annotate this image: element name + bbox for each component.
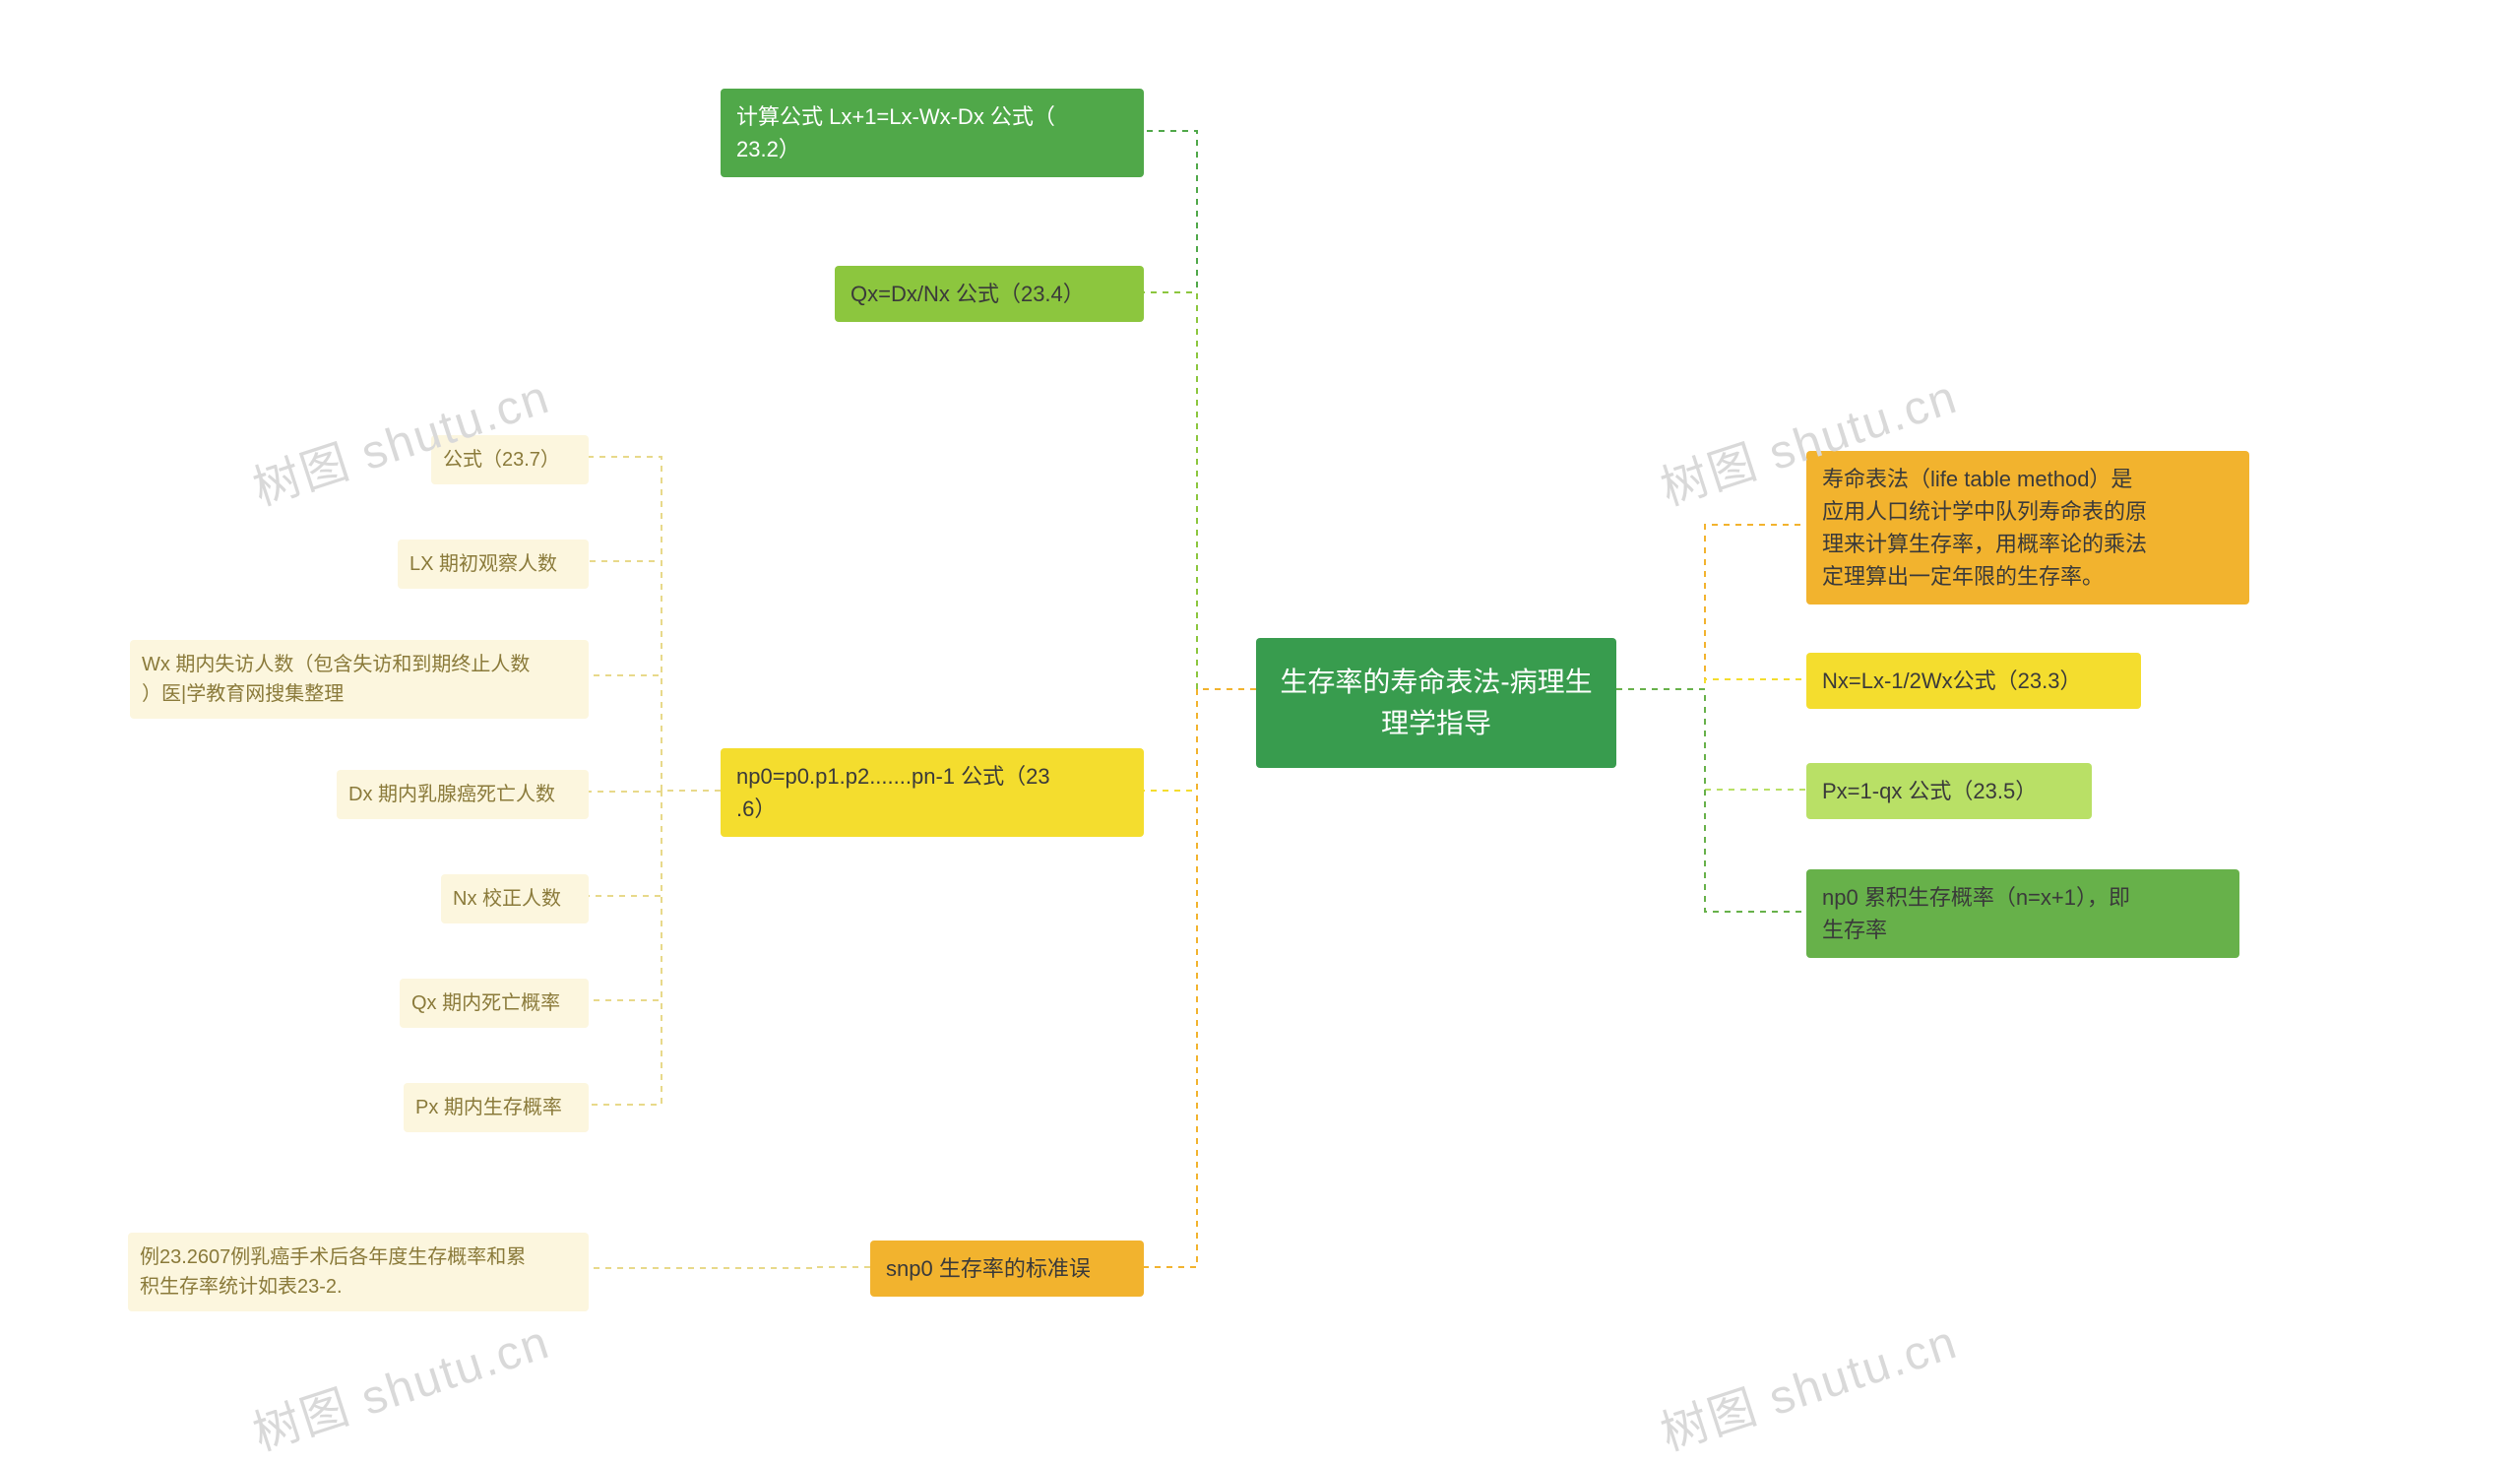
right-node-r1: 寿命表法（life table method）是 应用人口统计学中队列寿命表的原… — [1806, 451, 2249, 605]
leaf-node-lf6: Qx 期内死亡概率 — [400, 979, 589, 1028]
watermark: 树图 shutu.cn — [243, 1303, 557, 1463]
left-node-l3: np0=p0.p1.p2.......pn-1 公式（23 .6） — [721, 748, 1144, 837]
left-node-l1: 计算公式 Lx+1=Lx-Wx-Dx 公式（ 23.2） — [721, 89, 1144, 177]
leaf-node-lf8: 例23.2607例乳癌手术后各年度生存概率和累 积生存率统计如表23-2. — [128, 1233, 589, 1311]
right-node-r4: np0 累积生存概率（n=x+1），即 生存率 — [1806, 869, 2239, 958]
leaf-node-lf4: Dx 期内乳腺癌死亡人数 — [337, 770, 589, 819]
right-node-r3: Px=1-qx 公式（23.5） — [1806, 763, 2092, 819]
leaf-node-lf1: 公式（23.7） — [431, 435, 589, 484]
leaf-node-lf3: Wx 期内失访人数（包含失访和到期终止人数 ）医|学教育网搜集整理 — [130, 640, 589, 719]
watermark: 树图 shutu.cn — [1651, 1303, 1965, 1463]
leaf-node-lf7: Px 期内生存概率 — [404, 1083, 589, 1132]
right-node-r2: Nx=Lx-1/2Wx公式（23.3） — [1806, 653, 2141, 709]
left-node-l4: snp0 生存率的标准误 — [870, 1241, 1144, 1297]
leaf-node-lf5: Nx 校正人数 — [441, 874, 589, 923]
center-node: 生存率的寿命表法-病理生 理学指导 — [1256, 638, 1616, 768]
leaf-node-lf2: LX 期初观察人数 — [398, 540, 589, 589]
left-node-l2: Qx=Dx/Nx 公式（23.4） — [835, 266, 1144, 322]
